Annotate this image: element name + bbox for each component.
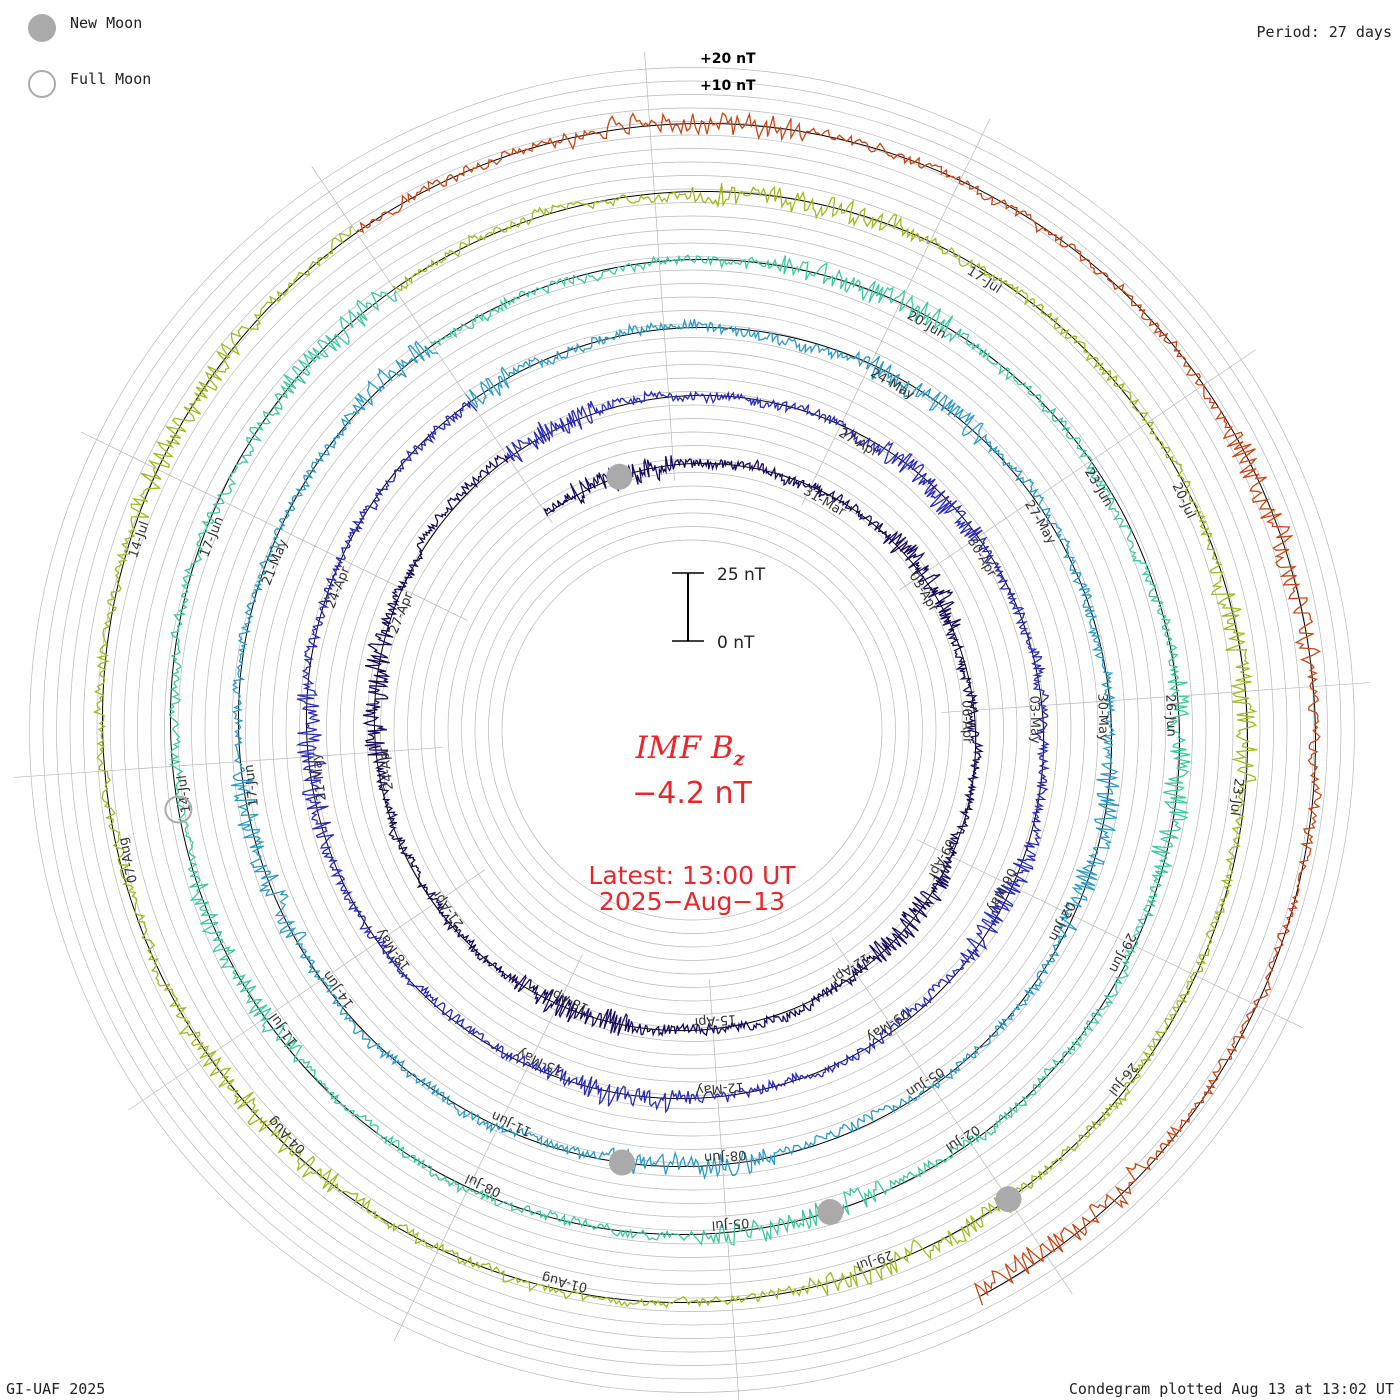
plotted-timestamp: Condegram plotted Aug 13 at 13:02 UT	[1068, 1380, 1394, 1398]
date-label: 05-Jun	[903, 1063, 947, 1099]
date-label: 21-May	[309, 752, 330, 802]
grid-circle	[56, 94, 1328, 1366]
grid-circle	[137, 175, 1247, 1285]
rotation-trace-2	[295, 390, 1050, 1114]
grid-circle	[83, 121, 1301, 1339]
latest-date: 2025−Aug−13	[599, 887, 785, 916]
grid-circle	[110, 148, 1274, 1312]
date-label: 20-Jul	[1169, 481, 1199, 521]
current-value: −4.2 nT	[632, 776, 752, 811]
full-moon-legend-icon	[28, 70, 56, 98]
grid-spoke	[644, 51, 675, 481]
date-label: 06-Apr	[958, 700, 974, 745]
grid-circle	[407, 445, 977, 1015]
date-label: 29-Jun	[1106, 930, 1139, 974]
date-label: 27-Apr	[836, 426, 882, 461]
grid-spoke	[831, 937, 1073, 1294]
grid-circle	[42, 80, 1342, 1380]
date-label: 27-Apr	[386, 590, 416, 637]
date-label: 11-Jun	[489, 1108, 534, 1139]
chart-title: IMF Bz	[635, 730, 746, 770]
date-label: 24-Apr	[377, 745, 397, 791]
scale-bar-top-label: 25 nT	[717, 565, 766, 585]
period-label: Period: 27 days	[1256, 23, 1392, 41]
credit-label: GI-UAF 2025	[6, 1380, 106, 1398]
grid-circle	[474, 512, 910, 948]
grid-spoke	[941, 682, 1371, 713]
grid-circle	[447, 485, 937, 975]
grid-spoke	[13, 747, 443, 778]
grid-circle	[461, 499, 923, 961]
grid-spoke	[128, 869, 485, 1111]
date-label: 23-Jun	[1081, 466, 1116, 510]
grid-circle	[191, 229, 1193, 1231]
chart-title-main: IMF B	[635, 730, 734, 766]
grid-circle	[231, 269, 1153, 1191]
grid-spoke	[916, 839, 1304, 1029]
new-moon-legend-label: New Moon	[70, 14, 143, 32]
grid-circle	[29, 67, 1355, 1393]
grid-circle	[123, 161, 1261, 1299]
rotation-trace-3	[230, 318, 1120, 1181]
offset-label-20: +20 nT	[700, 51, 756, 67]
date-label: 08-Jul	[463, 1170, 503, 1199]
date-label: 26-Jun	[1162, 694, 1178, 737]
grid-circle	[312, 350, 1072, 1110]
grid-circle	[366, 404, 1018, 1056]
date-label: 30-May	[1094, 693, 1110, 742]
grid-circle	[488, 526, 896, 934]
grid-circle	[299, 337, 1085, 1123]
new-moon-marker	[608, 1149, 635, 1176]
rotation-trace-1	[362, 454, 984, 1038]
grid-circle	[258, 296, 1126, 1164]
moon-layer	[164, 463, 1022, 1225]
date-label: 05-Jul	[711, 1215, 750, 1233]
grid-circle	[177, 215, 1207, 1245]
date-label: 23-Jul	[1226, 777, 1245, 816]
date-label: 12-May	[695, 1079, 744, 1098]
grid-circle	[434, 472, 950, 988]
scale-bar: 25 nT 0 nT	[672, 565, 766, 653]
date-label: 30-Apr	[964, 535, 999, 581]
date-label: 08-Jun	[704, 1147, 747, 1165]
grid-circle	[164, 202, 1220, 1258]
grid-circle	[339, 377, 1045, 1083]
date-label: 27-May	[1021, 498, 1059, 547]
date-label: 02-Jul	[943, 1121, 983, 1154]
grid-circle	[420, 458, 964, 1002]
full-moon-legend-label: Full Moon	[70, 70, 152, 88]
grid-circle	[245, 283, 1139, 1177]
grid-circle	[501, 539, 883, 921]
date-label: 17-Jun	[242, 764, 262, 808]
offset-label-10: +10 nT	[700, 78, 756, 94]
date-label: 18-May	[373, 925, 414, 973]
new-moon-marker	[817, 1199, 844, 1225]
date-label: 17-Jul	[964, 264, 1004, 297]
new-moon-marker	[995, 1186, 1022, 1213]
scale-bar-bottom-label: 0 nT	[717, 633, 755, 653]
date-label: 03-May	[1026, 695, 1042, 744]
grid-spoke	[709, 979, 740, 1400]
grid-spoke	[899, 349, 1256, 591]
grid-circle	[353, 391, 1031, 1069]
grid-spoke	[80, 431, 468, 621]
rotation-trace-4	[168, 254, 1191, 1246]
latest-time: Latest: 13:00 UT	[588, 861, 796, 890]
grid-circle	[96, 134, 1288, 1326]
date-label: 15-Apr	[692, 1011, 737, 1029]
chart-title-sub: z	[733, 748, 746, 770]
grid-spoke	[801, 118, 991, 506]
grid-circle	[218, 256, 1166, 1204]
date-label: 14-Jun	[320, 968, 357, 1011]
rotation-trace-6	[355, 111, 1322, 1306]
new-moon-legend-icon	[28, 14, 56, 42]
grid-layer	[13, 51, 1371, 1400]
date-label: 31-Mar	[801, 484, 849, 520]
grid-spoke	[393, 954, 583, 1342]
new-moon-marker	[606, 463, 633, 490]
grid-spoke	[311, 166, 553, 523]
full-moon-marker	[164, 795, 193, 824]
trace-layer	[92, 111, 1322, 1309]
